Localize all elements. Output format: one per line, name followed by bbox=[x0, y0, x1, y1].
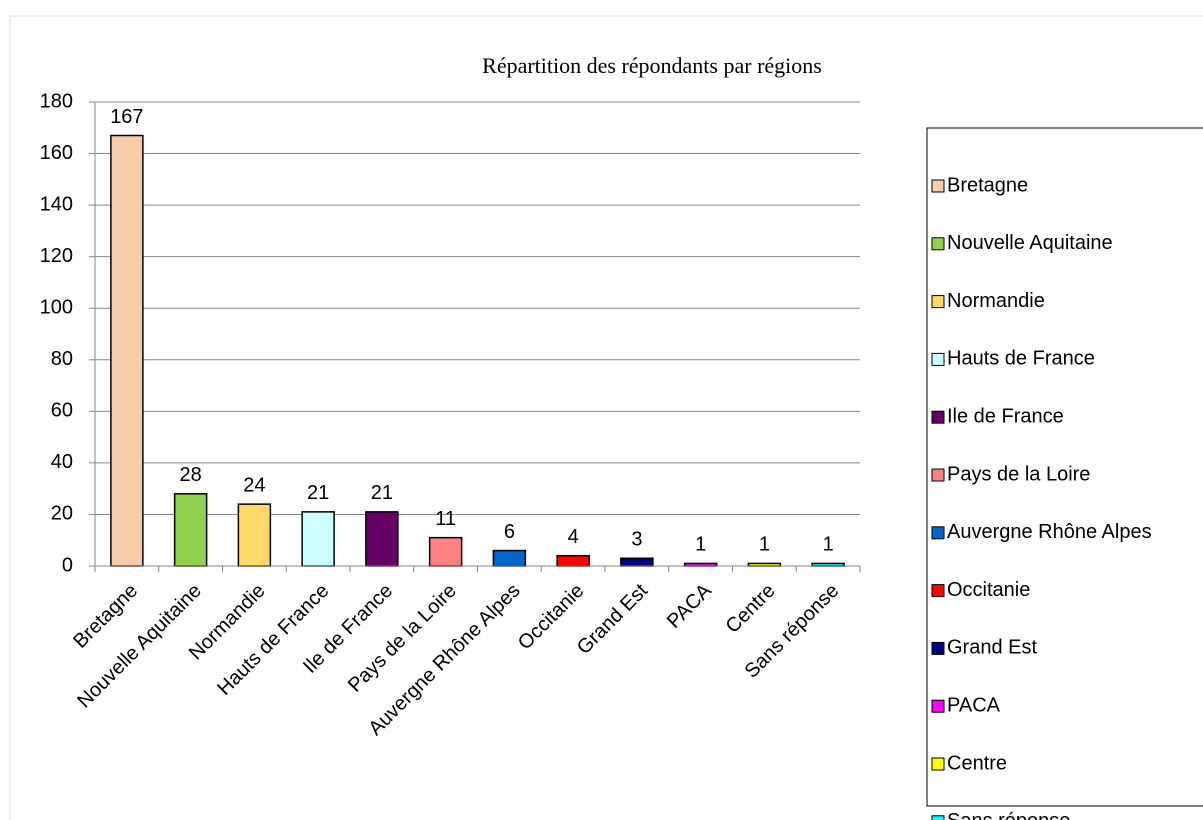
legend-label: Occitanie bbox=[947, 579, 1030, 601]
legend-swatch bbox=[931, 352, 945, 366]
legend-swatch bbox=[931, 815, 945, 820]
legend-swatch bbox=[931, 179, 945, 193]
legend-swatch bbox=[931, 295, 945, 309]
bar bbox=[620, 557, 654, 567]
x-tick-label: Pays de la Loire bbox=[344, 580, 461, 697]
legend-label: Auvergne Rhône Alpes bbox=[947, 521, 1152, 543]
legend-swatch bbox=[931, 468, 945, 482]
legend-swatch bbox=[931, 584, 945, 598]
legend-swatch bbox=[931, 757, 945, 771]
legend-label: Grand Est bbox=[947, 637, 1037, 659]
x-tick-label: Nouvelle Aquitaine bbox=[73, 580, 206, 713]
legend-label: Hauts de France bbox=[947, 348, 1095, 370]
y-tick-label: 140 bbox=[40, 193, 73, 215]
y-tick-label: 80 bbox=[51, 348, 73, 370]
bar bbox=[365, 511, 399, 567]
bar bbox=[237, 503, 272, 567]
legend-box bbox=[926, 127, 1203, 807]
bar bbox=[492, 549, 527, 567]
data-label: 6 bbox=[504, 521, 515, 543]
y-tick-label: 120 bbox=[40, 245, 73, 267]
data-label: 21 bbox=[371, 482, 393, 504]
chart-border bbox=[9, 15, 1203, 820]
y-tick-label: 100 bbox=[40, 297, 73, 319]
legend-label: Ile de France bbox=[947, 405, 1064, 427]
y-tick-label: 180 bbox=[40, 90, 73, 112]
data-label: 1 bbox=[823, 534, 834, 556]
legend-label: Sans réponse bbox=[947, 810, 1070, 820]
data-label: 1 bbox=[759, 534, 770, 556]
y-tick-label: 60 bbox=[51, 400, 73, 422]
legend-label: Normandie bbox=[947, 290, 1045, 312]
y-tick-label: 20 bbox=[51, 503, 73, 525]
x-tick-label: Hauts de France bbox=[213, 580, 333, 700]
legend-label: Centre bbox=[947, 752, 1007, 774]
x-tick-label: Centre bbox=[722, 580, 780, 638]
legend-label: Nouvelle Aquitaine bbox=[947, 232, 1113, 254]
bar bbox=[301, 511, 335, 567]
legend-label: PACA bbox=[947, 694, 1001, 716]
y-tick-label: 0 bbox=[62, 554, 73, 576]
data-label: 24 bbox=[243, 474, 265, 496]
x-tick-label: PACA bbox=[663, 579, 716, 632]
bar bbox=[110, 134, 144, 567]
data-label: 4 bbox=[568, 526, 579, 548]
y-tick-label: 40 bbox=[51, 451, 73, 473]
legend-swatch bbox=[931, 237, 945, 251]
data-label: 3 bbox=[631, 529, 642, 551]
bar bbox=[556, 554, 590, 567]
legend-label: Pays de la Loire bbox=[947, 463, 1090, 485]
legend-swatch bbox=[931, 526, 945, 540]
data-label: 11 bbox=[435, 508, 456, 530]
bar bbox=[173, 493, 208, 567]
legend-label: Bretagne bbox=[947, 174, 1028, 196]
x-tick-label: Grand Est bbox=[573, 579, 653, 659]
legend-swatch bbox=[931, 699, 945, 713]
bar bbox=[428, 536, 463, 567]
data-label: 28 bbox=[180, 464, 202, 486]
chart-title: Répartition des répondants par régions bbox=[482, 53, 822, 78]
data-label: 21 bbox=[307, 482, 329, 504]
data-label: 167 bbox=[110, 106, 143, 128]
data-label: 1 bbox=[695, 534, 706, 556]
legend-swatch bbox=[931, 641, 945, 655]
legend-swatch bbox=[931, 410, 945, 424]
y-tick-label: 160 bbox=[40, 142, 73, 164]
